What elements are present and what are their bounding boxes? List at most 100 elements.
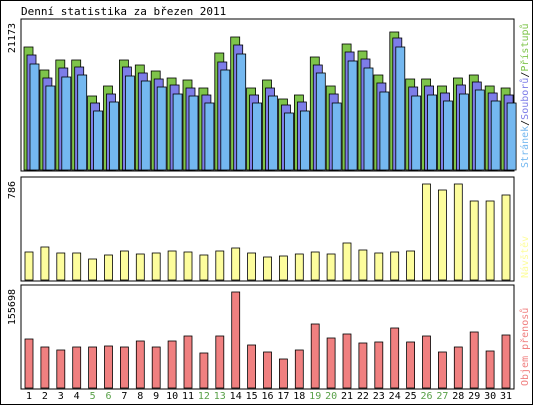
bar-navstev bbox=[501, 194, 511, 281]
x-tick-label: 11 bbox=[182, 391, 194, 402]
bar-navstev bbox=[120, 250, 129, 281]
bar-objem bbox=[422, 335, 431, 389]
x-tick-label: 3 bbox=[58, 391, 64, 402]
bar-stranek bbox=[140, 80, 151, 171]
bar-navstev bbox=[183, 251, 193, 281]
bar-objem bbox=[501, 334, 511, 389]
y-tick-label-2: 786 bbox=[7, 181, 18, 199]
bar-stranek bbox=[109, 101, 119, 171]
bar-stranek bbox=[77, 74, 88, 171]
x-tick-label: 7 bbox=[121, 391, 127, 402]
x-tick-label: 16 bbox=[261, 391, 273, 402]
x-tick-label: 22 bbox=[357, 391, 369, 402]
x-tick-label: 17 bbox=[277, 391, 289, 402]
x-tick-label: 2 bbox=[42, 391, 48, 402]
bar-objem bbox=[151, 346, 161, 389]
bar-objem bbox=[342, 333, 352, 389]
bar-navstev bbox=[104, 254, 113, 281]
x-tick-label: 31 bbox=[500, 391, 512, 402]
x-tick-label: 19 bbox=[309, 391, 321, 402]
bar-stranek bbox=[236, 53, 247, 171]
bar-navstev bbox=[167, 250, 177, 281]
bar-objem bbox=[437, 351, 447, 389]
x-tick-label: 9 bbox=[153, 391, 159, 402]
y-tick-label-1: 21173 bbox=[7, 23, 18, 53]
bar-navstev bbox=[263, 256, 272, 281]
x-tick-label: 30 bbox=[484, 391, 496, 402]
legend-entry: Souborů bbox=[519, 78, 531, 120]
bar-stranek bbox=[268, 95, 278, 171]
x-tick-label: 27 bbox=[436, 391, 448, 402]
bar-navstev bbox=[326, 253, 336, 281]
x-tick-label: 23 bbox=[373, 391, 385, 402]
x-tick-label: 6 bbox=[105, 391, 111, 402]
bar-stranek bbox=[363, 67, 374, 171]
bar-stranek bbox=[45, 85, 56, 171]
bar-navstev bbox=[358, 249, 368, 281]
x-tick-label: 15 bbox=[246, 391, 258, 402]
x-tick-label: 24 bbox=[389, 391, 401, 402]
bar-stranek bbox=[299, 110, 310, 171]
bar-navstev bbox=[72, 252, 82, 281]
bar-navstev bbox=[469, 200, 479, 281]
bar-navstev bbox=[40, 246, 50, 281]
x-tick-label: 13 bbox=[214, 391, 226, 402]
bar-navstev bbox=[406, 250, 416, 281]
bar-stranek bbox=[427, 94, 438, 171]
bar-objem bbox=[231, 291, 241, 389]
chart-title: Denní statistika za březen 2011 bbox=[21, 5, 227, 18]
bar-stranek bbox=[474, 89, 485, 171]
bar-navstev bbox=[294, 253, 304, 281]
bar-objem bbox=[167, 340, 177, 389]
legend-entry: / bbox=[520, 120, 531, 126]
legend-3: Objem přenosů bbox=[519, 308, 531, 386]
bar-objem bbox=[310, 323, 320, 389]
bar-objem bbox=[485, 350, 495, 389]
legend-entry: Přístupů bbox=[519, 23, 531, 71]
bar-stranek bbox=[490, 100, 501, 171]
bar-objem bbox=[24, 338, 34, 389]
bar-stranek bbox=[125, 75, 135, 171]
x-tick-label: 10 bbox=[166, 391, 178, 402]
bar-stranek bbox=[458, 93, 469, 171]
x-tick-label: 5 bbox=[90, 391, 96, 402]
x-tick-label: 25 bbox=[405, 391, 417, 402]
bar-objem bbox=[88, 346, 97, 389]
bar-navstev bbox=[485, 200, 495, 281]
bar-stranek bbox=[411, 95, 422, 171]
y-tick-label-3: 155698 bbox=[7, 289, 18, 325]
bar-objem bbox=[56, 349, 66, 389]
bar-objem bbox=[278, 358, 288, 389]
x-tick-label: 8 bbox=[137, 391, 143, 402]
bar-stranek bbox=[188, 95, 199, 171]
legend-entry: Návštěv bbox=[519, 236, 531, 278]
bar-objem bbox=[40, 346, 50, 389]
bar-objem bbox=[406, 341, 416, 389]
bar-objem bbox=[374, 341, 384, 389]
legend-entry: / bbox=[520, 72, 531, 78]
bar-navstev bbox=[215, 250, 225, 281]
bar-stranek bbox=[331, 102, 342, 171]
bar-stranek bbox=[395, 46, 406, 171]
bar-objem bbox=[294, 349, 304, 389]
bar-objem bbox=[120, 346, 129, 389]
bar-navstev bbox=[24, 251, 34, 281]
bar-objem bbox=[263, 351, 272, 389]
bar-objem bbox=[453, 346, 463, 389]
legend-2: Návštěv bbox=[519, 236, 531, 278]
bar-navstev bbox=[310, 251, 320, 281]
bar-stranek bbox=[29, 63, 40, 171]
bar-navstev bbox=[422, 183, 431, 281]
bar-navstev bbox=[374, 252, 384, 281]
x-tick-label: 4 bbox=[74, 391, 80, 402]
x-tick-label: 29 bbox=[468, 391, 480, 402]
bar-stranek bbox=[443, 100, 453, 171]
x-tick-label: 12 bbox=[198, 391, 210, 402]
bar-navstev bbox=[278, 255, 288, 281]
x-tick-label: 26 bbox=[420, 391, 432, 402]
bar-navstev bbox=[135, 253, 145, 281]
x-tick-label: 14 bbox=[230, 391, 242, 402]
bar-objem bbox=[199, 352, 209, 389]
x-tick-label: 1 bbox=[26, 391, 32, 402]
